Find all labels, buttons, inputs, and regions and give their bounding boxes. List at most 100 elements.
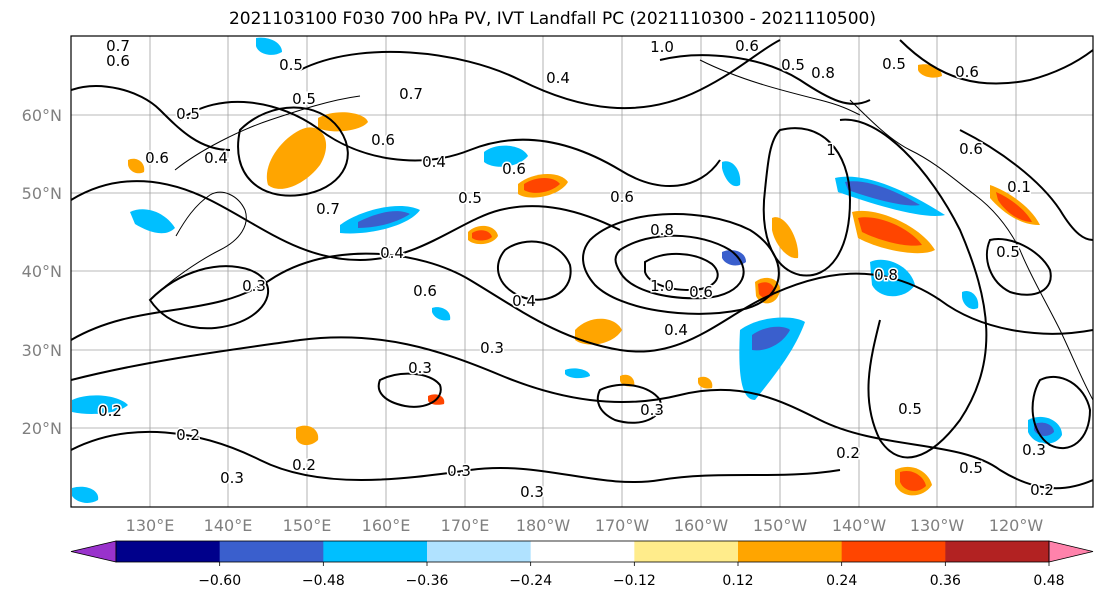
latitude-labels: 60°N 50°N 40°N 30°N 20°N xyxy=(22,106,62,438)
contour-value-label: 0.2 xyxy=(176,426,200,444)
contour-value-label: 0.6 xyxy=(689,283,713,301)
shading-patch xyxy=(752,326,790,351)
contour-value-label: 0.5 xyxy=(781,56,805,74)
contour-line xyxy=(644,252,719,292)
colorbar-segment xyxy=(738,541,843,562)
contour-value-label: 0.6 xyxy=(106,52,130,70)
contour-line xyxy=(659,54,871,105)
colorbar-tick-label: 0.24 xyxy=(826,573,857,589)
contour-value-label: 0.4 xyxy=(512,292,536,310)
contour-value-label: 0.5 xyxy=(176,105,200,123)
contour-line xyxy=(71,252,1093,353)
contour-value-label: 0.1 xyxy=(1007,178,1031,196)
coastline xyxy=(849,99,1021,251)
colorbar-segment xyxy=(634,541,739,562)
contour-value-label: 0.3 xyxy=(520,483,544,501)
coastline xyxy=(1019,249,1093,401)
longitude-labels: 130°E 140°E 150°E 160°E 170°E 180°W 170°W 160°W… xyxy=(126,516,1044,535)
contour-value-label: 0.7 xyxy=(316,200,340,218)
shading-patch xyxy=(484,145,528,167)
contour-value-label: 0.5 xyxy=(996,243,1020,261)
shading-patch xyxy=(996,192,1032,222)
longitude-label: 150°E xyxy=(283,516,332,535)
map-title: 2021103100 F030 700 hPa PV, IVT Landfall… xyxy=(228,9,876,29)
colorbar-tick-label: −0.60 xyxy=(198,573,241,589)
contour-value-label: 0.2 xyxy=(292,456,316,474)
colorbar-tick-label: 0.48 xyxy=(1033,573,1064,589)
latitude-label: 60°N xyxy=(22,106,62,125)
contour-value-label: 0.2 xyxy=(98,402,122,420)
colorbar-outline xyxy=(115,540,1050,563)
shading-patch xyxy=(845,181,920,206)
longitude-label: 180°W xyxy=(516,516,571,535)
longitude-label: 170°W xyxy=(595,516,650,535)
contour-value-label: 0.4 xyxy=(204,149,228,167)
longitude-label: 160°E xyxy=(362,516,411,535)
contour-line xyxy=(839,118,988,459)
contour-line xyxy=(985,238,1052,296)
contour-value-label: 0.4 xyxy=(422,153,446,171)
pv-contours xyxy=(71,39,1093,490)
contour-line xyxy=(959,129,1093,241)
colorbar-segment xyxy=(841,541,946,562)
contour-labels: 0.70.6 0.50.50.6 0.40.50.40.60.40.70.50.60… xyxy=(97,36,1056,503)
contour-value-label: 0.5 xyxy=(458,189,482,207)
shading-patch xyxy=(72,486,99,503)
longitude-label: 140°E xyxy=(204,516,253,535)
contour-line xyxy=(596,383,662,424)
contour-value-label: 0.6 xyxy=(502,160,526,178)
contour-value-label: 0.2 xyxy=(836,444,860,462)
contour-value-label: 1.0 xyxy=(650,277,674,295)
contour-value-label: 0.4 xyxy=(664,321,688,339)
contour-line xyxy=(71,180,621,262)
contour-value-label: 0.3 xyxy=(220,469,244,487)
contour-value-label: 0.8 xyxy=(650,221,674,239)
contour-value-label: 0.4 xyxy=(380,244,404,262)
colorbar-segment xyxy=(219,541,324,562)
colorbar-tick-label: 0.36 xyxy=(930,573,961,589)
coastline xyxy=(149,191,247,301)
colorbar-segment xyxy=(323,541,428,562)
longitude-label: 130°E xyxy=(126,516,175,535)
contour-value-label: 0.6 xyxy=(145,149,169,167)
shading-patch xyxy=(72,395,128,414)
contour-value-label: 0.6 xyxy=(959,140,983,158)
contour-value-label: 0.5 xyxy=(882,55,906,73)
shading-patch xyxy=(900,470,926,491)
shading-patch xyxy=(722,161,741,187)
shading-patch xyxy=(524,178,560,193)
contour-value-label: 0.6 xyxy=(371,131,395,149)
contour-line xyxy=(762,127,852,277)
contour-value-label: 0.6 xyxy=(735,37,759,55)
contour-value-label: 0.5 xyxy=(279,56,303,74)
colorbar-tick-label: −0.48 xyxy=(302,573,345,589)
map-frame xyxy=(70,35,1094,508)
longitude-label: 160°W xyxy=(674,516,729,535)
contour-value-label: 0.7 xyxy=(106,37,130,55)
contour-value-label: 0.3 xyxy=(447,462,471,480)
contour-value-label: 0.4 xyxy=(546,69,570,87)
contour-value-label: 0.3 xyxy=(242,277,266,295)
contour-value-label: 0.5 xyxy=(898,400,922,418)
contour-value-label: 0.3 xyxy=(1022,441,1046,459)
contour-line xyxy=(377,372,442,408)
colorbar-segment xyxy=(116,541,221,562)
contour-line xyxy=(582,212,780,315)
contour-line xyxy=(71,85,231,151)
coastlines xyxy=(149,59,1093,401)
contour-value-label: 0.3 xyxy=(640,401,664,419)
contour-value-label: 0.5 xyxy=(959,459,983,477)
latitude-label: 20°N xyxy=(22,419,62,438)
colorbar-tick-label: −0.12 xyxy=(613,573,656,589)
colorbar-segment xyxy=(530,541,635,562)
shading-patch xyxy=(318,112,368,132)
shading-patch xyxy=(130,209,175,234)
contour-line xyxy=(71,336,1093,490)
colorbar-tick-label: 0.12 xyxy=(722,573,753,589)
latitude-label: 40°N xyxy=(22,262,62,281)
contour-value-label: 0.6 xyxy=(610,188,634,206)
contour-line xyxy=(237,106,349,197)
contour-value-label: 0.3 xyxy=(408,359,432,377)
contour-line xyxy=(299,39,781,110)
contour-value-label: 0.6 xyxy=(413,282,437,300)
